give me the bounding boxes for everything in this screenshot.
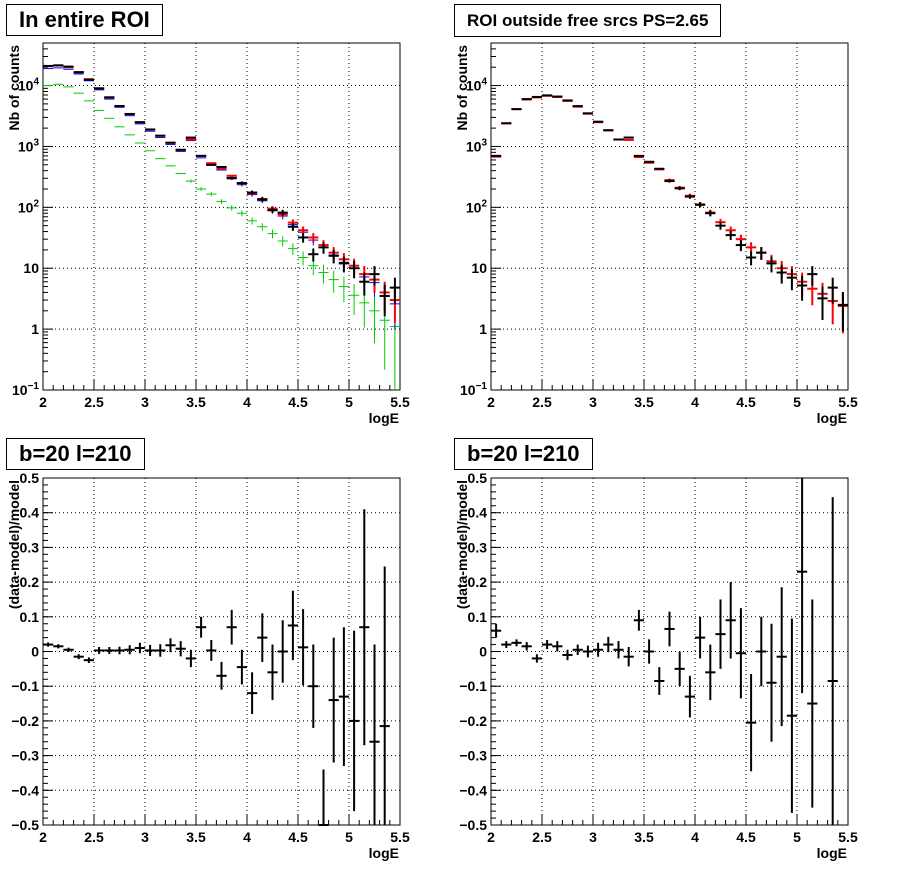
y-tick-label: 0.5 <box>468 470 488 486</box>
panel-top-left: 2 2.5 3 3.5 4 4.5 5 5.5 10−1 1 10 102 103 104 logE Nb o… <box>6 42 410 426</box>
title-bottom-right: b=20 l=210 <box>454 438 593 470</box>
x-tick-label: 3 <box>141 394 149 410</box>
y-tick-label: 103 <box>18 137 40 154</box>
y-tick-label: 0.2 <box>468 574 488 590</box>
y-tick-label: 103 <box>466 137 488 154</box>
y-tick-label: 10−1 <box>460 381 487 398</box>
x-tick-label: 3 <box>589 829 597 845</box>
y-tick-label: 0.1 <box>20 609 40 625</box>
x-tick-label: 5 <box>793 829 801 845</box>
y-tick-label: 10 <box>23 260 39 276</box>
y-tick-label: 0.1 <box>468 609 488 625</box>
plot-frame <box>42 477 401 826</box>
y-tick-label: 10 <box>471 260 487 276</box>
x-tick-label: 3.5 <box>186 394 206 410</box>
y-tick-label: 102 <box>466 198 488 215</box>
y-tick-label: 104 <box>466 77 488 94</box>
y-tick-label: 0.5 <box>20 470 40 486</box>
y-tick-label: 1 <box>31 321 39 337</box>
x-tick-label: 3.5 <box>634 394 654 410</box>
y-tick-label: −0.3 <box>11 748 39 764</box>
x-tick-label: 4 <box>243 829 251 845</box>
series-0 <box>43 509 390 826</box>
x-tick-label: 5 <box>793 394 801 410</box>
y-tick-label: 1 <box>479 321 487 337</box>
x-tick-label: 4.5 <box>736 829 756 845</box>
x-tick-label: 5.5 <box>390 829 410 845</box>
title-top-right: ROI outside free srcs PS=2.65 <box>454 4 722 37</box>
x-tick-label: 3.5 <box>186 829 206 845</box>
plot-frame <box>490 477 849 826</box>
x-tick-label: 3.5 <box>634 829 654 845</box>
x-tick-label: 2.5 <box>532 394 552 410</box>
x-tick-label: 5.5 <box>838 829 858 845</box>
y-tick-label: −0.2 <box>11 713 39 729</box>
x-tick-label: 2 <box>39 394 47 410</box>
y-tick-label: 10−1 <box>12 381 39 398</box>
y-axis-label: Nb of counts <box>454 45 470 131</box>
x-tick-label: 5 <box>345 394 353 410</box>
y-axis-label: (data-model)/model <box>6 480 22 609</box>
x-tick-label: 5.5 <box>838 394 858 410</box>
x-tick-label: 2.5 <box>84 829 104 845</box>
y-tick-label: 102 <box>18 198 40 215</box>
panel-bottom-right: 2 2.5 3 3.5 4 4.5 5 5.5 −0.5 −0.4 −0.3 −0.2 −0.1 0 0.1… <box>454 470 858 861</box>
y-tick-label: −0.4 <box>11 782 39 798</box>
title-bottom-left: b=20 l=210 <box>6 438 145 470</box>
y-tick-label: 0 <box>479 644 487 660</box>
x-tick-label: 4 <box>691 394 699 410</box>
x-tick-label: 2 <box>487 829 495 845</box>
x-tick-label: 3 <box>589 394 597 410</box>
x-tick-label: 5 <box>345 829 353 845</box>
panel-bottom-left: 2 2.5 3 3.5 4 4.5 5 5.5 −0.5 −0.4 −0.3 −0.2 −0.1 0 0.1… <box>6 470 410 861</box>
plot-frame <box>42 42 401 391</box>
panel-top-right: 2 2.5 3 3.5 4 4.5 5 5.5 10−1 1 10 102 103 104 logE Nb o… <box>454 42 858 426</box>
plot-frame <box>490 42 849 391</box>
y-tick-label: −0.5 <box>459 817 487 833</box>
x-tick-label: 4.5 <box>736 394 756 410</box>
x-tick-label: 4 <box>243 394 251 410</box>
x-tick-label: 2.5 <box>84 394 104 410</box>
x-tick-label: 2 <box>39 829 47 845</box>
y-tick-label: 0.4 <box>20 505 40 521</box>
y-tick-label: −0.3 <box>459 748 487 764</box>
y-tick-label: 0.3 <box>20 539 40 555</box>
x-axis-label: logE <box>369 845 399 861</box>
y-tick-label: −0.4 <box>459 782 487 798</box>
series-0 <box>43 64 400 317</box>
x-tick-label: 4.5 <box>288 394 308 410</box>
x-axis-label: logE <box>817 410 847 426</box>
x-axis-label: logE <box>369 410 399 426</box>
y-tick-label: 104 <box>18 77 40 94</box>
y-tick-label: −0.1 <box>11 678 39 694</box>
y-tick-label: −0.5 <box>11 817 39 833</box>
y-axis-label: (data-model)/model <box>454 480 470 609</box>
series-3 <box>43 83 400 390</box>
y-tick-label: 0 <box>31 644 39 660</box>
x-tick-label: 5.5 <box>390 394 410 410</box>
title-top-left: In entire ROI <box>6 4 163 36</box>
x-tick-label: 4 <box>691 829 699 845</box>
y-tick-label: 0.2 <box>20 574 40 590</box>
y-tick-label: 0.4 <box>468 505 488 521</box>
y-tick-label: −0.2 <box>459 713 487 729</box>
x-tick-label: 4.5 <box>288 829 308 845</box>
y-tick-label: 0.3 <box>468 539 488 555</box>
series-0 <box>491 94 848 332</box>
x-tick-label: 2.5 <box>532 829 552 845</box>
x-tick-label: 2 <box>487 394 495 410</box>
series-0 <box>491 478 838 825</box>
x-tick-label: 3 <box>141 829 149 845</box>
y-axis-label: Nb of counts <box>6 45 22 131</box>
y-tick-label: −0.1 <box>459 678 487 694</box>
x-axis-label: logE <box>817 845 847 861</box>
